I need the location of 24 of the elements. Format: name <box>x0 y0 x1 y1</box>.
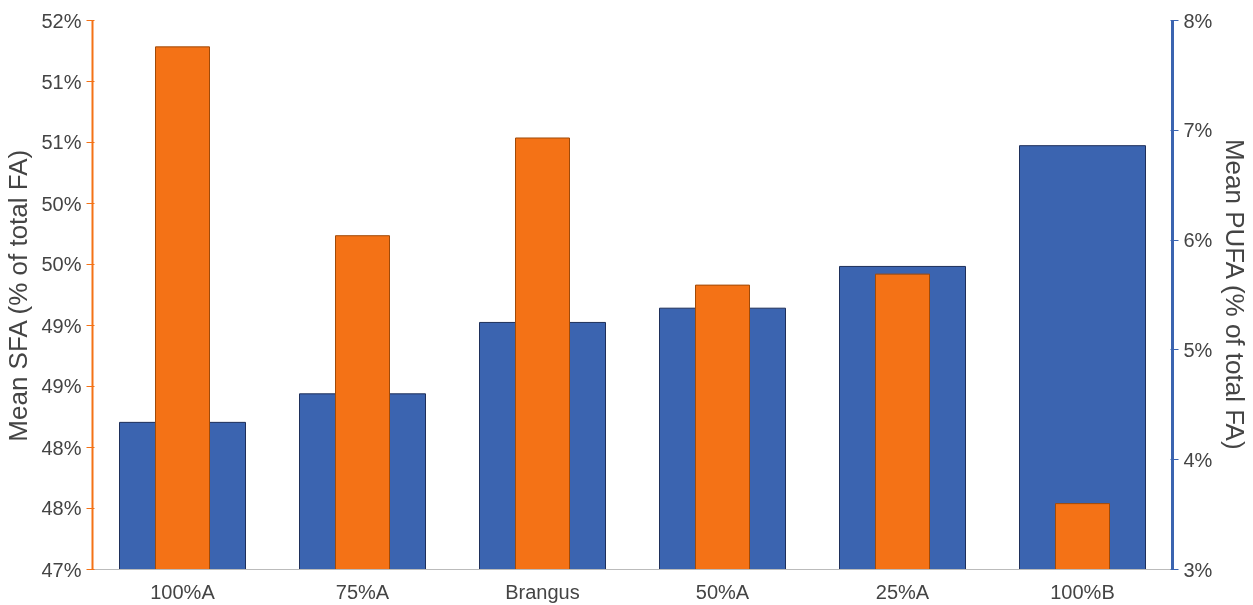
x-tick-label: 100%A <box>150 580 216 603</box>
y2-tick-label: 8% <box>1183 9 1213 32</box>
y-tick-label: 52% <box>41 9 82 32</box>
x-tick-label: 25%A <box>875 580 930 603</box>
x-tick-label: 50%A <box>695 580 750 603</box>
x-tick-label: Brangus <box>505 580 580 603</box>
y2-tick-label: 3% <box>1183 558 1213 581</box>
y2-tick-label: 5% <box>1183 338 1213 361</box>
y-tick-label: 49% <box>41 375 82 398</box>
y2-axis-title: Mean PUFA (% of total FA) <box>1220 138 1251 450</box>
x-tick-label: 75%A <box>335 580 390 603</box>
y2-tick-label: 6% <box>1183 229 1213 252</box>
y2-tick-label: 4% <box>1183 448 1213 471</box>
y-tick-label: 50% <box>41 253 82 276</box>
x-tick-label: 100%B <box>1050 580 1115 603</box>
y-tick-label: 50% <box>41 192 82 215</box>
y-axis-title: Mean SFA (% of total FA) <box>3 149 34 442</box>
y-tick-label: 48% <box>41 497 82 520</box>
y-tick-label: 47% <box>41 558 82 581</box>
y-tick-label: 48% <box>41 436 82 459</box>
y-tick-label: 51% <box>41 131 82 154</box>
y-tick-label: 49% <box>41 314 82 337</box>
y-tick-label: 51% <box>41 70 82 93</box>
y2-tick-label: 7% <box>1183 119 1213 142</box>
